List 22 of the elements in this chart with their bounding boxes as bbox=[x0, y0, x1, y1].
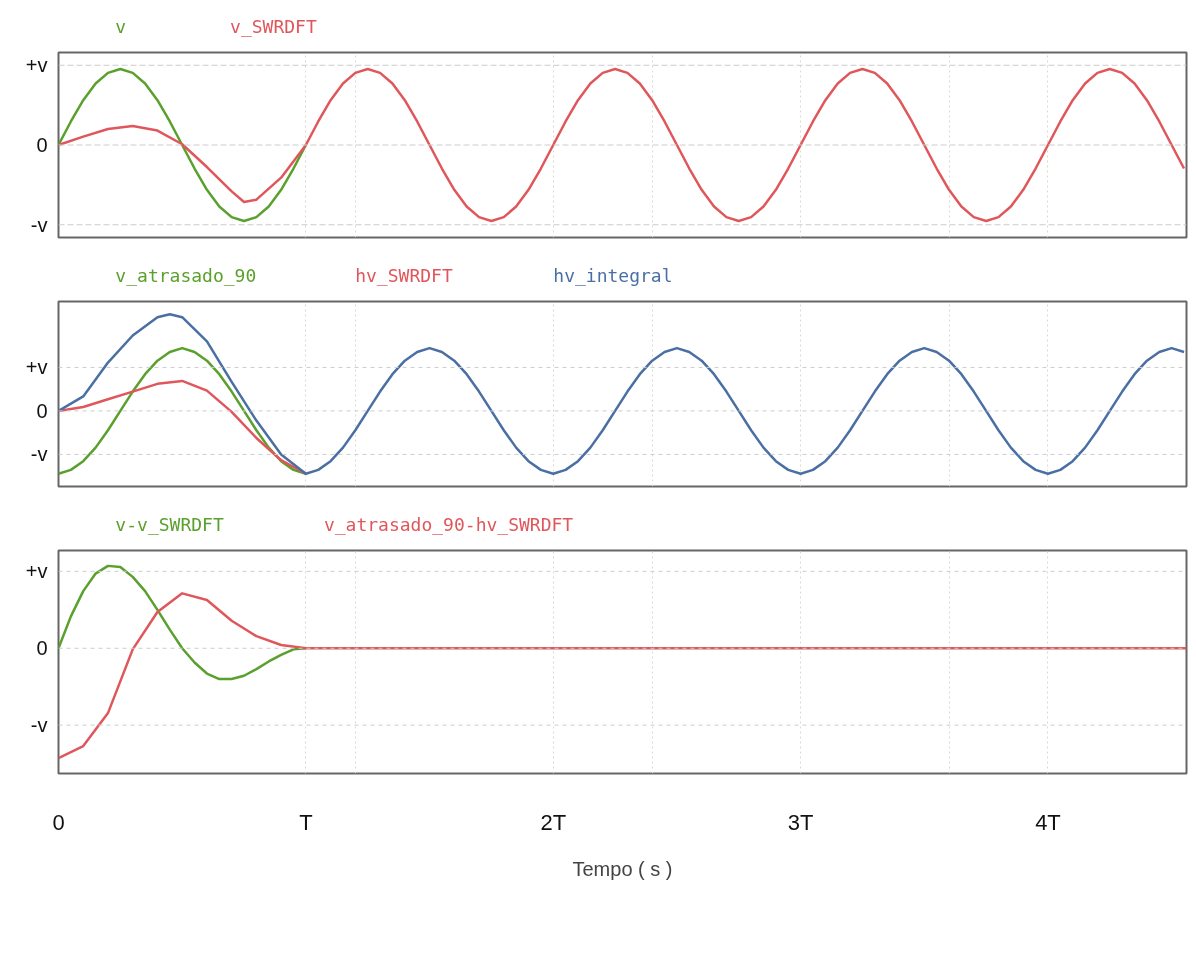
x-tick-label: T bbox=[299, 809, 313, 835]
series-label: v bbox=[115, 16, 127, 38]
ref-line-label: +v bbox=[25, 54, 48, 77]
x-tick-label: 3T bbox=[787, 809, 814, 835]
series-label: v-v_SWRDFT bbox=[115, 514, 224, 536]
ref-line-label: -v bbox=[30, 213, 48, 236]
text: hv_SWRDFT bbox=[355, 265, 453, 287]
x-tick-label: 2T bbox=[540, 809, 567, 835]
ref-line-label: 0 bbox=[36, 637, 48, 660]
ref-line-label: +v bbox=[25, 356, 48, 379]
ref-line-label: -v bbox=[30, 443, 48, 466]
x-axis-title: Tempo ( s ) bbox=[572, 857, 673, 880]
x-tick-label: 0 bbox=[52, 809, 65, 835]
text: v_atrasado_90-hv_SWRDFT bbox=[323, 514, 574, 536]
ref-line-label: -v bbox=[30, 714, 48, 737]
text: hv_integral bbox=[553, 265, 673, 287]
text: v_atrasado_90 bbox=[115, 265, 257, 287]
text: v_SWRDFT bbox=[230, 16, 317, 38]
ref-line-label: 0 bbox=[36, 134, 48, 156]
ref-line-label: 0 bbox=[36, 399, 48, 422]
x-tick-label: 4T bbox=[1035, 809, 1061, 835]
ref-line-label: +v bbox=[25, 560, 48, 583]
